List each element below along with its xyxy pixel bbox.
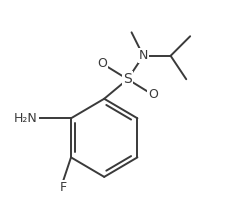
Text: F: F xyxy=(59,181,66,194)
Text: S: S xyxy=(123,72,131,86)
Text: N: N xyxy=(138,49,147,62)
Text: H₂N: H₂N xyxy=(14,112,38,125)
Text: O: O xyxy=(147,88,157,101)
Text: O: O xyxy=(97,57,107,70)
